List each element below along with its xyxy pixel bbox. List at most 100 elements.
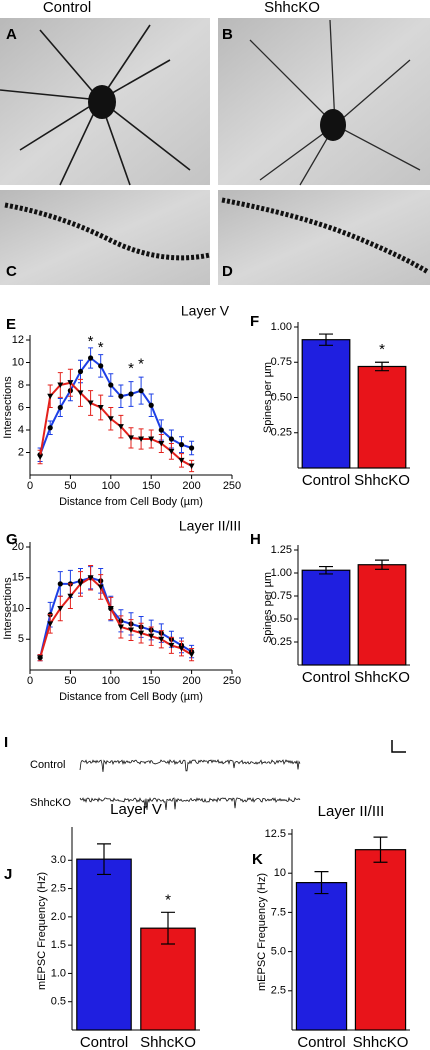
- y-tick-label: 0.5: [51, 996, 66, 1008]
- chart-title: Layer V: [110, 801, 162, 818]
- point: [67, 593, 74, 600]
- point: [87, 400, 94, 406]
- bar: [357, 365, 407, 469]
- bar: [140, 927, 196, 1031]
- point: [47, 393, 54, 400]
- scale-bar: [391, 740, 406, 753]
- y-tick-label: 0.50: [271, 613, 292, 625]
- error-bar: [319, 333, 333, 346]
- point: [188, 652, 195, 658]
- y-tick-label: 20: [12, 541, 24, 553]
- point: [148, 402, 154, 408]
- point: [148, 436, 155, 442]
- trace: [79, 759, 301, 772]
- y-axis-label: Spines per µm: [262, 362, 274, 433]
- micrograph: [0, 18, 210, 186]
- point: [57, 606, 64, 612]
- error-bar: [161, 911, 175, 945]
- x-tick-label: ShhcKO: [354, 472, 410, 489]
- point: [117, 424, 124, 430]
- x-tick-label: 50: [64, 675, 76, 687]
- micrograph: [0, 190, 211, 285]
- y-tick-label: 0.75: [271, 356, 292, 368]
- y-tick-label: 5: [18, 633, 24, 645]
- bar: [354, 849, 407, 1031]
- error-bar: [375, 361, 389, 372]
- series-line: [39, 381, 193, 467]
- y-tick-label: 1.00: [271, 321, 292, 333]
- micrograph: [218, 190, 430, 285]
- y-tick-label: 2.5: [51, 882, 66, 894]
- x-tick-label: ShhcKO: [140, 1034, 196, 1050]
- panel-letter: J: [4, 866, 12, 883]
- y-tick-label: 6: [18, 401, 24, 413]
- point: [168, 642, 175, 649]
- y-tick-label: 0.75: [271, 590, 292, 602]
- x-tick-label: 100: [102, 675, 120, 687]
- y-tick-label: 8: [18, 379, 24, 391]
- x-tick-label: 200: [182, 480, 200, 492]
- y-tick-label: 2.0: [51, 911, 66, 923]
- trace-label: ShhcKO: [30, 797, 71, 809]
- x-tick-label: 250: [223, 480, 241, 492]
- point: [97, 584, 104, 590]
- point: [138, 388, 144, 394]
- annotation: *: [128, 360, 134, 377]
- x-tick-label: 0: [27, 675, 33, 687]
- trace-label: Control: [30, 759, 65, 771]
- bar: [301, 339, 351, 469]
- bar: [301, 569, 351, 666]
- x-tick-label: 200: [182, 675, 200, 687]
- y-tick-label: 12: [12, 334, 24, 346]
- point: [138, 436, 145, 442]
- error-bar: [319, 565, 333, 575]
- bar: [357, 564, 407, 666]
- point: [57, 404, 63, 411]
- y-axis-label: mEPSC Frequency (Hz): [36, 872, 48, 990]
- point: [178, 442, 185, 448]
- x-tick-label: 250: [223, 675, 241, 687]
- annotation: *: [138, 356, 144, 373]
- x-tick-label: 150: [142, 480, 160, 492]
- error-bar: [97, 843, 111, 876]
- y-tick-label: 10: [12, 356, 24, 368]
- point: [168, 436, 174, 442]
- section-title: Layer II/III: [179, 518, 241, 534]
- x-tick-label: Control: [80, 1034, 128, 1050]
- point: [128, 435, 134, 441]
- y-tick-label: 2.5: [271, 985, 286, 997]
- point: [97, 405, 104, 411]
- bar: [76, 858, 132, 1031]
- y-tick-label: 1.00: [271, 567, 292, 579]
- y-tick-label: 10: [12, 602, 24, 614]
- point: [178, 645, 185, 652]
- trace: [79, 796, 301, 811]
- point: [77, 368, 84, 375]
- panel-letter: I: [4, 734, 8, 751]
- point: [118, 393, 124, 399]
- point: [107, 416, 114, 422]
- x-axis-label: Distance from Cell Body (µm): [59, 496, 203, 508]
- point: [148, 633, 155, 640]
- y-tick-label: 0.50: [271, 391, 292, 403]
- point: [98, 363, 104, 369]
- y-tick-label: 2: [18, 446, 24, 458]
- x-tick-label: 150: [142, 675, 160, 687]
- chart-title: Layer II/III: [318, 803, 385, 820]
- point: [77, 581, 84, 587]
- annotation: *: [88, 333, 94, 350]
- y-axis-label: Intersections: [2, 376, 14, 439]
- point: [188, 463, 195, 469]
- series-line: [39, 576, 193, 658]
- point: [88, 355, 94, 361]
- column-header: Control: [43, 0, 91, 16]
- y-tick-label: 0.25: [271, 636, 292, 648]
- point: [128, 627, 134, 634]
- point: [107, 606, 114, 612]
- panel-letter: D: [222, 263, 233, 280]
- error-bar: [373, 836, 388, 863]
- x-tick-label: Control: [302, 472, 350, 489]
- error-bar: [375, 559, 389, 570]
- point: [47, 425, 53, 431]
